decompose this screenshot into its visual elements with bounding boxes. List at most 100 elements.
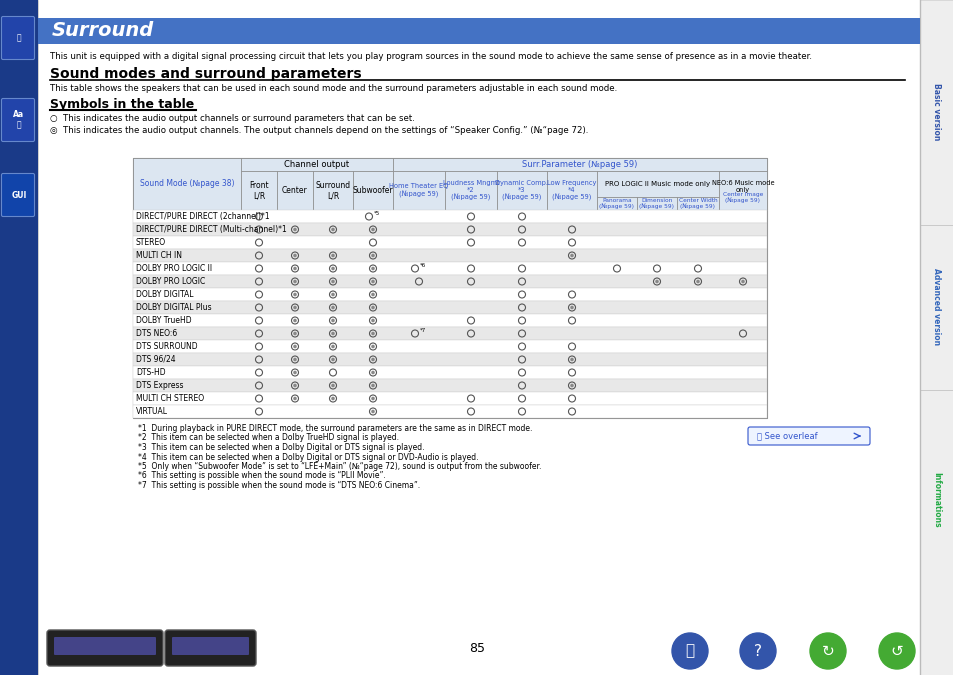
- Text: Subwoofer: Subwoofer: [353, 186, 393, 195]
- Text: Panorama
(№page 59): Panorama (№page 59): [598, 198, 634, 209]
- FancyBboxPatch shape: [313, 171, 353, 210]
- Text: DIRECT/PURE DIRECT (Multi-channel)*1: DIRECT/PURE DIRECT (Multi-channel)*1: [136, 225, 287, 234]
- Text: *6: *6: [419, 263, 426, 268]
- Circle shape: [371, 254, 375, 257]
- FancyBboxPatch shape: [241, 158, 393, 171]
- FancyBboxPatch shape: [132, 405, 766, 418]
- Circle shape: [371, 383, 375, 387]
- Text: Informations: Informations: [931, 472, 941, 528]
- FancyBboxPatch shape: [2, 173, 34, 217]
- Text: Surround: Surround: [52, 22, 154, 40]
- Text: 📖: 📖: [684, 643, 694, 659]
- Text: *2  This item can be selected when a Dolby TrueHD signal is played.: *2 This item can be selected when a Dolb…: [138, 433, 398, 443]
- Circle shape: [293, 293, 296, 296]
- Text: Surround
L/R: Surround L/R: [315, 181, 350, 200]
- FancyBboxPatch shape: [546, 171, 597, 210]
- Circle shape: [371, 371, 375, 375]
- Text: Channel output: Channel output: [284, 160, 349, 169]
- Text: ○  This indicates the audio output channels or surround parameters that can be s: ○ This indicates the audio output channe…: [50, 114, 415, 123]
- Circle shape: [371, 267, 375, 270]
- Circle shape: [293, 371, 296, 375]
- Text: ↻: ↻: [821, 643, 834, 659]
- Circle shape: [878, 633, 914, 669]
- Circle shape: [293, 267, 296, 270]
- Text: This unit is equipped with a digital signal processing circuit that lets you pla: This unit is equipped with a digital sig…: [50, 52, 811, 61]
- FancyBboxPatch shape: [637, 197, 677, 210]
- FancyBboxPatch shape: [132, 236, 766, 249]
- FancyBboxPatch shape: [54, 637, 156, 655]
- FancyBboxPatch shape: [132, 340, 766, 353]
- Text: Front
L/R: Front L/R: [249, 181, 269, 200]
- Text: *4  This item can be selected when a Dolby Digital or DTS signal or DVD-Audio is: *4 This item can be selected when a Dolb…: [138, 452, 478, 462]
- Circle shape: [570, 383, 573, 387]
- Text: 📖: 📖: [16, 34, 21, 43]
- Text: MULTI CH IN: MULTI CH IN: [136, 251, 182, 260]
- FancyBboxPatch shape: [2, 99, 34, 142]
- Text: 📄 See overleaf: 📄 See overleaf: [757, 431, 817, 441]
- FancyBboxPatch shape: [497, 171, 546, 210]
- FancyBboxPatch shape: [132, 288, 766, 301]
- Circle shape: [331, 345, 335, 348]
- Circle shape: [570, 358, 573, 361]
- Circle shape: [371, 397, 375, 400]
- Circle shape: [371, 331, 375, 335]
- Text: DOLBY PRO LOGIC II: DOLBY PRO LOGIC II: [136, 264, 212, 273]
- FancyBboxPatch shape: [132, 392, 766, 405]
- Text: Aa
👓: Aa 👓: [13, 110, 25, 130]
- Text: Loudness Mngmt
*2
(№page 59): Loudness Mngmt *2 (№page 59): [442, 180, 498, 201]
- FancyBboxPatch shape: [132, 275, 766, 288]
- Circle shape: [809, 633, 845, 669]
- Text: Dynamic Comp.
*3
(№page 59): Dynamic Comp. *3 (№page 59): [495, 180, 548, 201]
- Circle shape: [371, 306, 375, 309]
- Text: VIRTUAL: VIRTUAL: [136, 407, 168, 416]
- Text: ◎  This indicates the audio output channels. The output channels depend on the s: ◎ This indicates the audio output channe…: [50, 126, 588, 135]
- Text: Surr.Parameter (№page 59): Surr.Parameter (№page 59): [521, 160, 637, 169]
- FancyBboxPatch shape: [38, 18, 919, 44]
- Text: MULTI CH STEREO: MULTI CH STEREO: [136, 394, 204, 403]
- Text: DTS-HD: DTS-HD: [136, 368, 166, 377]
- FancyBboxPatch shape: [597, 171, 719, 197]
- Text: DTS SURROUND: DTS SURROUND: [136, 342, 197, 351]
- Circle shape: [331, 279, 335, 284]
- Circle shape: [696, 279, 700, 284]
- FancyBboxPatch shape: [132, 158, 766, 418]
- FancyBboxPatch shape: [677, 197, 719, 210]
- FancyBboxPatch shape: [47, 630, 163, 666]
- Circle shape: [293, 319, 296, 322]
- Text: *7  This setting is possible when the sound mode is “DTS NEO:6 Cinema”.: *7 This setting is possible when the sou…: [138, 481, 419, 490]
- FancyBboxPatch shape: [719, 171, 766, 210]
- Text: ?: ?: [753, 643, 761, 659]
- Circle shape: [371, 279, 375, 284]
- Text: PRO LOGIC II Music mode only: PRO LOGIC II Music mode only: [605, 181, 710, 187]
- Circle shape: [331, 293, 335, 296]
- Text: STEREO: STEREO: [136, 238, 166, 247]
- Text: *5: *5: [374, 211, 380, 216]
- FancyBboxPatch shape: [393, 158, 766, 171]
- Circle shape: [331, 319, 335, 322]
- FancyBboxPatch shape: [132, 262, 766, 275]
- Circle shape: [371, 293, 375, 296]
- Circle shape: [293, 279, 296, 284]
- Text: *6  This setting is possible when the sound mode is “PLII Movie”.: *6 This setting is possible when the sou…: [138, 472, 385, 481]
- Circle shape: [293, 306, 296, 309]
- FancyBboxPatch shape: [132, 301, 766, 314]
- Text: DOLBY TrueHD: DOLBY TrueHD: [136, 316, 192, 325]
- Circle shape: [570, 254, 573, 257]
- Text: *3  This item can be selected when a Dolby Digital or DTS signal is played.: *3 This item can be selected when a Dolb…: [138, 443, 424, 452]
- FancyBboxPatch shape: [747, 427, 869, 445]
- FancyBboxPatch shape: [919, 0, 953, 675]
- Text: Sound modes and surround parameters: Sound modes and surround parameters: [50, 67, 361, 81]
- Circle shape: [331, 227, 335, 232]
- FancyBboxPatch shape: [2, 16, 34, 59]
- Circle shape: [671, 633, 707, 669]
- Text: ↺: ↺: [890, 643, 902, 659]
- Text: DTS 96/24: DTS 96/24: [136, 355, 175, 364]
- Text: DOLBY DIGITAL Plus: DOLBY DIGITAL Plus: [136, 303, 212, 312]
- Circle shape: [371, 227, 375, 232]
- Circle shape: [655, 279, 659, 284]
- Circle shape: [293, 397, 296, 400]
- Text: Center Image
(№page 59): Center Image (№page 59): [722, 192, 762, 203]
- Text: Advanced version: Advanced version: [931, 269, 941, 346]
- Circle shape: [293, 358, 296, 361]
- Circle shape: [293, 331, 296, 335]
